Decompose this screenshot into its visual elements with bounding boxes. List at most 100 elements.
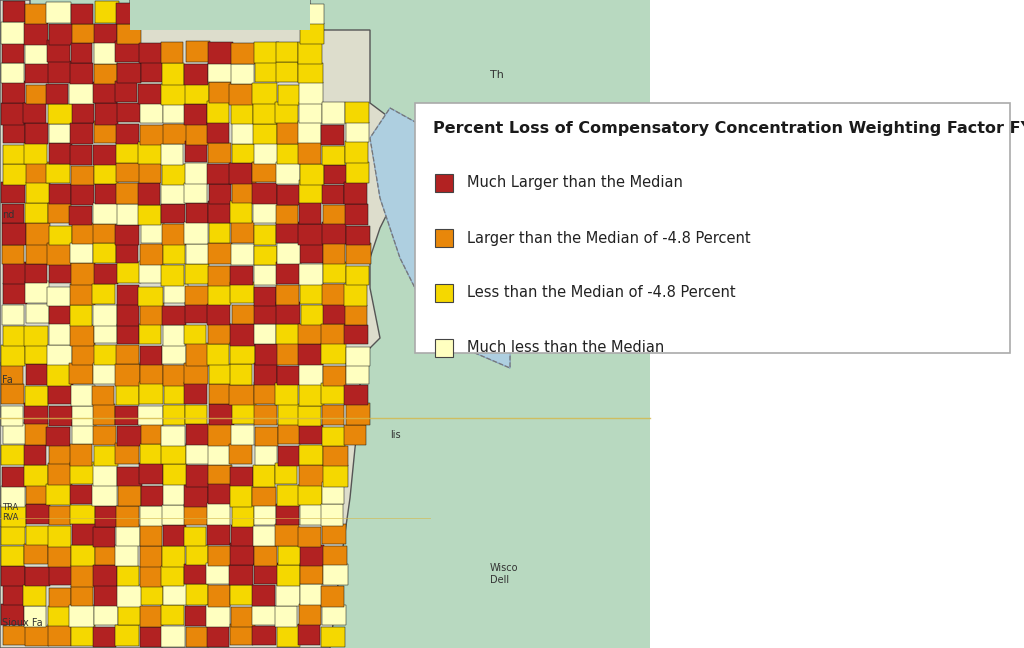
Bar xyxy=(231,305,256,325)
Bar xyxy=(70,123,93,144)
Bar xyxy=(254,286,276,306)
Bar xyxy=(71,4,93,24)
Bar xyxy=(276,42,298,62)
Text: nd: nd xyxy=(2,210,14,220)
Bar xyxy=(117,384,139,405)
Bar xyxy=(185,546,208,566)
Bar xyxy=(208,323,230,344)
Bar xyxy=(71,183,94,205)
Bar xyxy=(186,41,210,62)
Bar xyxy=(275,524,299,546)
Bar xyxy=(117,305,139,326)
Bar xyxy=(2,223,26,245)
Bar xyxy=(93,404,116,424)
Bar xyxy=(25,5,47,24)
Text: lis: lis xyxy=(390,430,400,440)
Bar xyxy=(2,81,25,103)
Bar xyxy=(47,244,71,265)
Bar xyxy=(275,62,298,82)
Bar xyxy=(24,23,48,45)
Text: Wisco
Dell: Wisco Dell xyxy=(490,563,518,585)
Bar xyxy=(48,588,71,607)
Bar xyxy=(48,546,71,566)
Bar xyxy=(163,325,185,346)
Bar xyxy=(138,183,161,205)
Bar xyxy=(116,364,140,386)
Bar xyxy=(208,465,231,484)
Bar xyxy=(46,3,72,23)
Bar xyxy=(2,204,25,224)
Bar xyxy=(207,122,229,143)
Bar xyxy=(26,526,49,546)
Bar xyxy=(276,625,300,647)
Bar xyxy=(70,363,93,384)
Bar xyxy=(49,262,73,283)
Bar xyxy=(230,221,254,243)
Bar xyxy=(344,141,368,163)
Bar xyxy=(71,43,92,63)
Bar xyxy=(254,364,276,385)
Bar xyxy=(49,566,72,585)
Bar xyxy=(254,323,276,344)
Bar xyxy=(321,324,345,343)
Bar xyxy=(48,623,71,645)
Bar xyxy=(253,465,275,487)
Bar xyxy=(253,124,278,144)
Bar xyxy=(2,305,25,325)
Bar xyxy=(275,163,300,184)
Bar xyxy=(140,223,164,243)
Bar xyxy=(275,205,298,224)
Bar xyxy=(345,204,369,225)
Bar xyxy=(184,222,208,244)
Bar xyxy=(230,467,253,486)
Bar xyxy=(117,467,141,486)
Bar xyxy=(70,205,91,225)
Bar xyxy=(324,302,348,324)
Bar xyxy=(93,363,116,384)
Bar xyxy=(184,83,209,104)
Bar xyxy=(323,524,346,544)
Bar xyxy=(300,284,324,304)
Bar xyxy=(254,546,278,566)
Bar xyxy=(71,545,95,566)
Bar xyxy=(435,284,453,302)
Bar xyxy=(26,504,50,524)
Bar xyxy=(3,626,27,645)
Bar xyxy=(48,606,71,625)
Bar xyxy=(117,285,139,305)
Bar xyxy=(95,1,119,23)
Bar xyxy=(71,505,95,524)
Bar xyxy=(48,526,71,547)
Bar xyxy=(48,104,73,124)
Bar xyxy=(276,365,301,385)
Polygon shape xyxy=(370,108,510,368)
Polygon shape xyxy=(370,108,510,368)
Bar xyxy=(230,244,254,265)
Bar xyxy=(117,426,141,446)
Bar xyxy=(252,626,275,645)
Bar xyxy=(70,243,93,263)
Bar xyxy=(140,60,165,82)
Bar xyxy=(140,506,164,526)
Bar xyxy=(1,362,23,384)
Bar xyxy=(46,484,71,505)
Bar xyxy=(321,382,345,404)
Bar xyxy=(346,122,370,143)
Bar xyxy=(162,164,186,185)
Bar xyxy=(116,625,139,646)
Bar xyxy=(208,63,232,82)
Bar xyxy=(1,546,24,566)
Bar xyxy=(324,465,348,487)
Bar xyxy=(1,566,25,586)
Bar xyxy=(2,43,25,64)
Bar xyxy=(184,325,206,344)
Bar xyxy=(71,462,94,484)
Bar xyxy=(209,404,233,425)
Bar xyxy=(435,229,453,247)
Bar xyxy=(116,244,137,263)
Bar xyxy=(163,242,185,264)
Bar xyxy=(275,262,300,284)
Bar xyxy=(300,23,325,43)
Bar xyxy=(298,324,323,344)
Bar xyxy=(118,605,141,625)
